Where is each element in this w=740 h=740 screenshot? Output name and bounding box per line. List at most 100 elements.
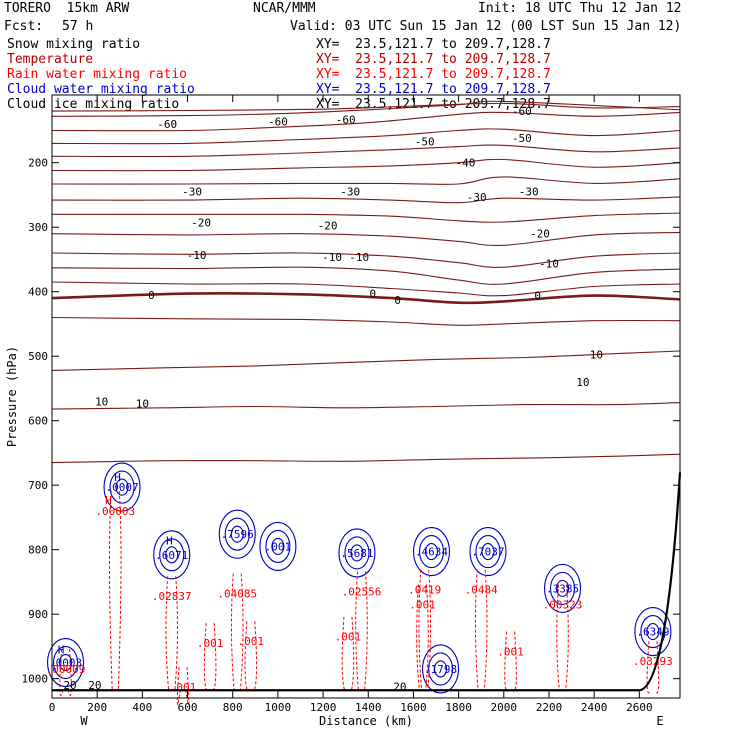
temperature-contour [51, 292, 681, 305]
mixing-ratio-label: .0419 [408, 584, 441, 597]
rain-contour [108, 490, 113, 692]
y-tick-label: 900 [28, 608, 48, 621]
temperature-label: -30 [467, 191, 487, 204]
center-title: NCAR/MMM [253, 1, 316, 16]
legend-xy: XY= 23.5,121.7 to 209.7,128.7 [316, 82, 551, 97]
cloud-water-contour [265, 529, 291, 563]
x-tick-label: 1400 [355, 701, 382, 714]
mixing-ratio-label: .001 [409, 598, 436, 611]
mixing-ratio-label: .00003 [95, 505, 135, 518]
cloud-water-contour [350, 544, 364, 562]
temperature-label: 20 [88, 679, 101, 692]
mixing-ratio-label: .1798 [424, 663, 457, 676]
temperature-label: -50 [415, 135, 435, 148]
x-tick-label: 200 [87, 701, 107, 714]
y-tick-label: 700 [28, 479, 48, 492]
cloud-water-contours [47, 462, 672, 694]
y-axis-title: Pressure (hPa) [5, 346, 19, 447]
cloud-water-contour [424, 543, 439, 561]
cloud-water-contour [344, 536, 370, 570]
rain-contour [355, 571, 359, 692]
rain-contour [655, 641, 660, 694]
model-title: TORERO 15km ARW [4, 1, 130, 16]
temperature-label: -30 [340, 186, 360, 199]
cloud-water-contour [103, 462, 141, 512]
temperature-label: 0 [369, 288, 376, 301]
mixing-ratio-label: H [166, 535, 173, 548]
cloud-water-contour [421, 644, 460, 694]
valid-time: Valid: 03 UTC Sun 15 Jan 12 (00 LST Sun … [290, 19, 682, 34]
legend-name: Temperature [7, 52, 94, 67]
cloud-water-contour [543, 563, 582, 613]
temperature-label: 0 [148, 289, 155, 302]
legend-xy: XY= 23.5,121.7 to 209.7,128.7 [316, 52, 551, 67]
temperature-contour [51, 316, 681, 326]
mixing-ratio-label: .02837 [152, 590, 192, 603]
mixing-ratio-label: .001 [335, 631, 362, 644]
temperature-label: -10 [187, 249, 207, 262]
mixing-ratio-label: .4634 [415, 546, 448, 559]
temperature-contour [51, 102, 681, 112]
temperature-label: -30 [519, 186, 539, 199]
temperature-label: -20 [318, 219, 338, 232]
x-tick-label: 1000 [265, 701, 292, 714]
mixing-ratio-label: .04085 [217, 588, 257, 601]
temperature-label: 10 [95, 395, 108, 408]
rain-contour [239, 573, 244, 692]
rain-contour [565, 584, 569, 692]
mixing-ratio-label: H [114, 471, 121, 484]
y-tick-label: 1000 [22, 673, 49, 686]
x-tick-label: 2000 [491, 701, 518, 714]
y-tick-label: 400 [28, 286, 48, 299]
rain-contour [174, 576, 179, 692]
rain-contour [556, 584, 561, 692]
mixing-ratio-label: .001 [170, 681, 197, 694]
temperature-contour [51, 231, 681, 247]
cloud-water-contour [115, 478, 129, 496]
x-tick-label: 2600 [626, 701, 653, 714]
temperature-label: 10 [576, 376, 589, 389]
temperature-contour [51, 252, 681, 268]
legend-name: Snow mixing ratio [7, 37, 141, 52]
cloud-water-contour [59, 653, 73, 672]
temperature-label: -40 [455, 157, 475, 170]
mixing-ratio-label: H [105, 494, 112, 507]
mixing-ratio-label: .02556 [342, 586, 382, 599]
cloud-water-contour [481, 543, 495, 561]
temperature-contour [51, 453, 681, 464]
mixing-ratio-label: .03293 [633, 655, 673, 668]
cloud-water-contour [475, 535, 501, 569]
legend-name: Cloud ice mixing ratio [7, 97, 180, 112]
mixing-ratio-label: .7037 [471, 546, 504, 559]
legend-name: Rain water mixing ratio [7, 67, 188, 82]
x-tick-label: 0 [49, 701, 56, 714]
rain-contour [212, 623, 217, 692]
mixing-ratio-label: .0007 [105, 481, 138, 494]
y-tick-label: 600 [28, 415, 48, 428]
mixing-ratio-label: .001 [238, 635, 265, 648]
contour-labels: -60 -60 -60 -60 -50 -50 -40 -30 -30 -30 -30 -20 -20 -… [46, 105, 673, 694]
cloud-water-contour [427, 652, 454, 686]
rain-contour [504, 631, 509, 693]
rain-contour [230, 573, 235, 692]
x-tick-label: 2400 [581, 701, 608, 714]
temperature-label: -60 [512, 105, 532, 118]
temperature-label: 20 [393, 680, 406, 693]
temperature-contour [51, 176, 681, 185]
cloud-water-contour [271, 537, 285, 555]
temperature-contour [51, 350, 681, 371]
rain-contour [513, 631, 517, 693]
temperature-label: 0 [534, 290, 541, 303]
cloud-water-contour [47, 637, 85, 688]
mixing-ratio-label: .001 [265, 540, 292, 553]
plot-frame [51, 94, 681, 699]
x-tick-label: 1600 [400, 701, 427, 714]
cloud-water-contour [218, 509, 256, 559]
x-tick-label: 2200 [536, 701, 563, 714]
cloud-water-contour [433, 660, 448, 678]
mixing-ratio-label: .001 [497, 646, 524, 659]
west-label: W [80, 714, 88, 728]
temperature-contours [51, 100, 681, 464]
rain-contour [117, 490, 122, 692]
legend-xy: XY= 23.5,121.7 to 209.7,128.7 [316, 37, 551, 52]
